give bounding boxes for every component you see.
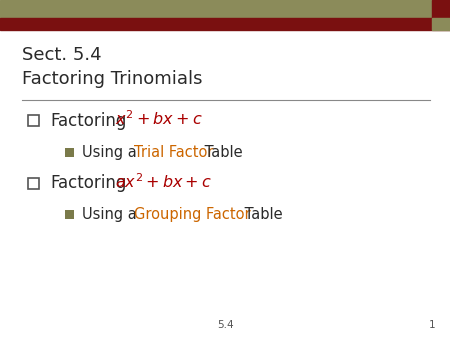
Text: Using a: Using a (82, 207, 141, 222)
Bar (0, 0, 450, 18)
Bar (65, 210, 74, 219)
Text: Factoring Trinomials: Factoring Trinomials (22, 70, 203, 88)
Bar (432, 18, 450, 30)
Text: $ax^2 + bx + c$: $ax^2 + bx + c$ (115, 173, 212, 192)
Bar (28, 115, 39, 126)
Bar (65, 148, 74, 157)
Text: Grouping Factor: Grouping Factor (134, 207, 251, 222)
Text: Trial Factor: Trial Factor (134, 145, 213, 160)
Text: Factoring: Factoring (50, 174, 126, 193)
Text: $x^2 + bx + c$: $x^2 + bx + c$ (115, 110, 202, 129)
Text: Using a: Using a (82, 145, 141, 160)
Text: Table: Table (200, 145, 243, 160)
Text: Sect. 5.4: Sect. 5.4 (22, 46, 102, 64)
Text: Factoring: Factoring (50, 112, 126, 129)
Bar (0, 18, 450, 30)
Text: 1: 1 (429, 320, 435, 330)
Text: Table: Table (240, 207, 283, 222)
Bar (28, 178, 39, 189)
Text: 5.4: 5.4 (217, 320, 233, 330)
Bar (432, 0, 450, 18)
